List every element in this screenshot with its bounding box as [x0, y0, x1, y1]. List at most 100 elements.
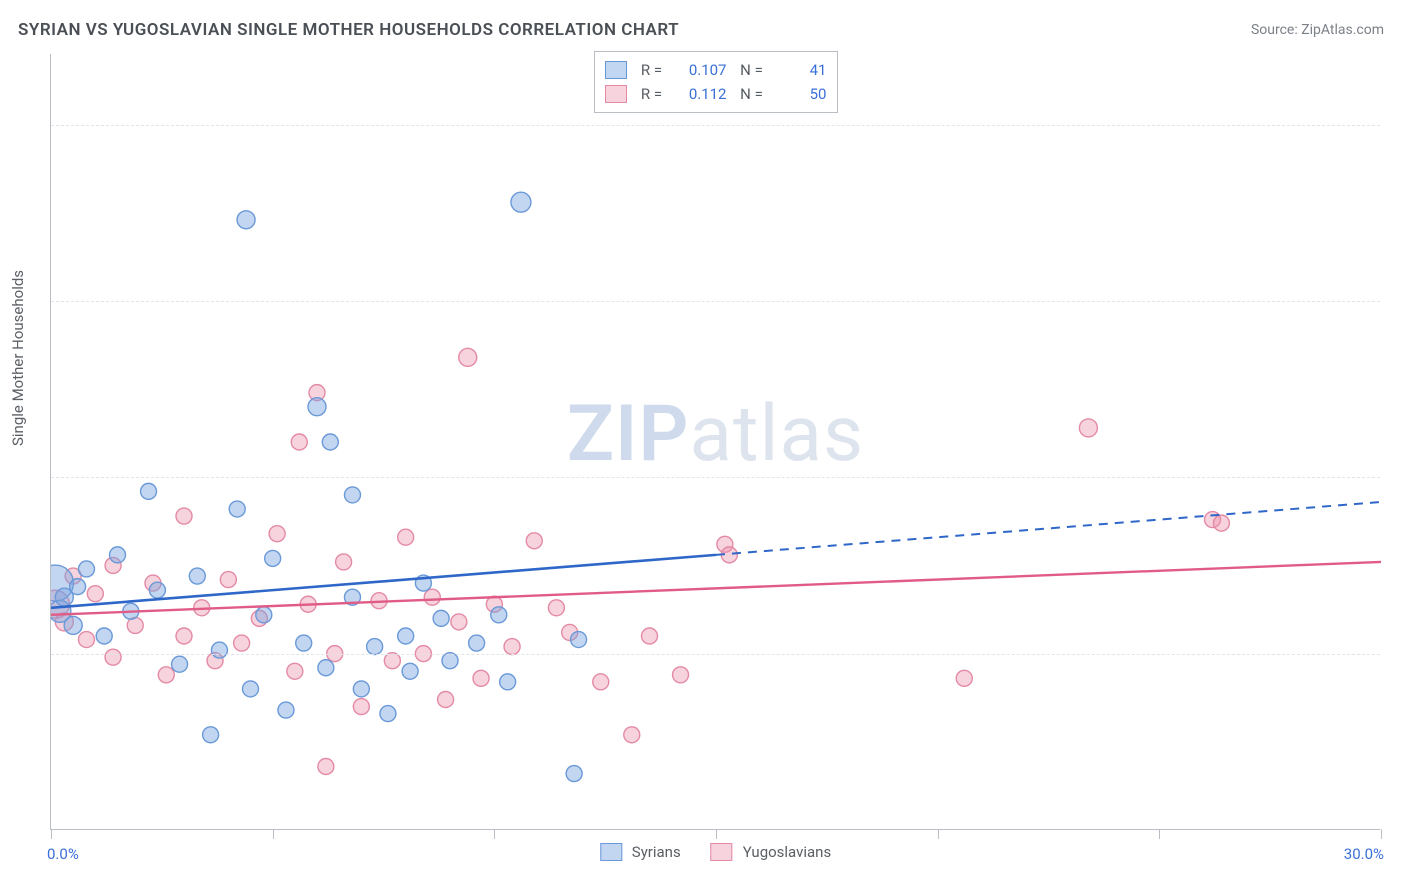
y-tick-label: 5.0%	[1388, 645, 1406, 663]
legend-swatch-yugoslavians	[605, 85, 627, 103]
x-tick	[1381, 829, 1382, 839]
legend-item-yugoslavians: Yugoslavians	[711, 843, 832, 861]
scatter-point	[593, 674, 609, 690]
scatter-point	[291, 434, 307, 450]
legend-swatch-syrians	[605, 61, 627, 79]
scatter-point	[566, 766, 582, 782]
scatter-point	[87, 586, 103, 602]
scatter-point	[402, 663, 418, 679]
scatter-point	[269, 526, 285, 542]
legend-N-yugoslavians: 50	[777, 85, 827, 103]
scatter-point	[234, 635, 250, 651]
scatter-point	[296, 635, 312, 651]
scatter-point	[438, 691, 454, 707]
legend-R-yugoslavians: 0.112	[677, 85, 727, 103]
scatter-point	[176, 628, 192, 644]
legend-N-syrians: 41	[777, 61, 827, 79]
scatter-point	[459, 348, 477, 366]
scatter-point	[500, 674, 516, 690]
scatter-point	[642, 628, 658, 644]
legend-row-yugoslavians: R = 0.112 N = 50	[605, 82, 827, 106]
chart-svg	[51, 54, 1381, 830]
scatter-point	[624, 727, 640, 743]
trend-line-yugoslavians	[51, 562, 1381, 615]
scatter-point	[380, 706, 396, 722]
x-tick	[51, 829, 52, 839]
legend-item-syrians: Syrians	[600, 843, 681, 861]
scatter-point	[110, 547, 126, 563]
scatter-point	[105, 649, 121, 665]
legend-R-syrians: 0.107	[677, 61, 727, 79]
scatter-point	[526, 533, 542, 549]
scatter-point	[70, 579, 86, 595]
scatter-point	[211, 642, 227, 658]
gridline-h	[51, 477, 1380, 478]
y-tick-label: 20.0%	[1388, 116, 1406, 134]
scatter-point	[353, 699, 369, 715]
scatter-point	[491, 607, 507, 623]
scatter-point	[398, 529, 414, 545]
x-tick	[938, 829, 939, 839]
scatter-point	[78, 561, 94, 577]
scatter-point	[424, 589, 440, 605]
scatter-point	[322, 434, 338, 450]
x-tick	[1159, 829, 1160, 839]
scatter-point	[673, 667, 689, 683]
x-tick	[494, 829, 495, 839]
scatter-point	[203, 727, 219, 743]
scatter-point	[318, 660, 334, 676]
scatter-point	[442, 653, 458, 669]
y-tick-label: 10.0%	[1388, 468, 1406, 486]
scatter-point	[158, 667, 174, 683]
legend-correlation-box: R = 0.107 N = 41 R = 0.112 N = 50	[594, 51, 838, 113]
scatter-point	[384, 653, 400, 669]
scatter-point	[367, 639, 383, 655]
scatter-point	[172, 656, 188, 672]
scatter-point	[243, 681, 259, 697]
gridline-h	[51, 654, 1380, 655]
gridline-h	[51, 301, 1380, 302]
scatter-point	[1213, 515, 1229, 531]
scatter-point	[149, 582, 165, 598]
x-tick-label-max: 30.0%	[1344, 845, 1384, 863]
scatter-point	[96, 628, 112, 644]
legend-N-label: N =	[735, 61, 769, 79]
chart-plot-area: ZIPatlas R = 0.107 N = 41 R = 0.112 N = …	[50, 54, 1380, 830]
scatter-point	[1079, 419, 1097, 437]
scatter-point	[956, 670, 972, 686]
legend-series: Syrians Yugoslavians	[600, 843, 831, 861]
source-credit: Source: ZipAtlas.com	[1251, 22, 1384, 38]
scatter-point	[229, 501, 245, 517]
scatter-point	[237, 211, 255, 229]
scatter-point	[571, 632, 587, 648]
scatter-point	[548, 600, 564, 616]
scatter-point	[287, 663, 303, 679]
scatter-point	[353, 681, 369, 697]
legend-swatch-yugoslavians	[711, 843, 733, 861]
scatter-point	[141, 483, 157, 499]
scatter-point	[189, 568, 205, 584]
y-axis-label: Single Mother Households	[9, 270, 27, 446]
scatter-point	[278, 702, 294, 718]
scatter-point	[256, 607, 272, 623]
scatter-point	[398, 628, 414, 644]
scatter-point	[308, 398, 326, 416]
scatter-point	[64, 616, 82, 634]
legend-swatch-syrians	[600, 843, 622, 861]
scatter-point	[220, 572, 236, 588]
scatter-point	[473, 670, 489, 686]
scatter-point	[511, 192, 531, 212]
scatter-point	[78, 632, 94, 648]
scatter-point	[176, 508, 192, 524]
x-tick	[716, 829, 717, 839]
x-tick	[273, 829, 274, 839]
y-tick-label: 15.0%	[1388, 292, 1406, 310]
legend-label-yugoslavians: Yugoslavians	[743, 843, 832, 861]
gridline-h	[51, 125, 1380, 126]
legend-R-label: R =	[635, 61, 669, 79]
legend-label-syrians: Syrians	[632, 843, 681, 861]
chart-title: SYRIAN VS YUGOSLAVIAN SINGLE MOTHER HOUS…	[18, 20, 679, 40]
scatter-point	[433, 610, 449, 626]
scatter-point	[344, 487, 360, 503]
source-link[interactable]: ZipAtlas.com	[1301, 22, 1384, 38]
